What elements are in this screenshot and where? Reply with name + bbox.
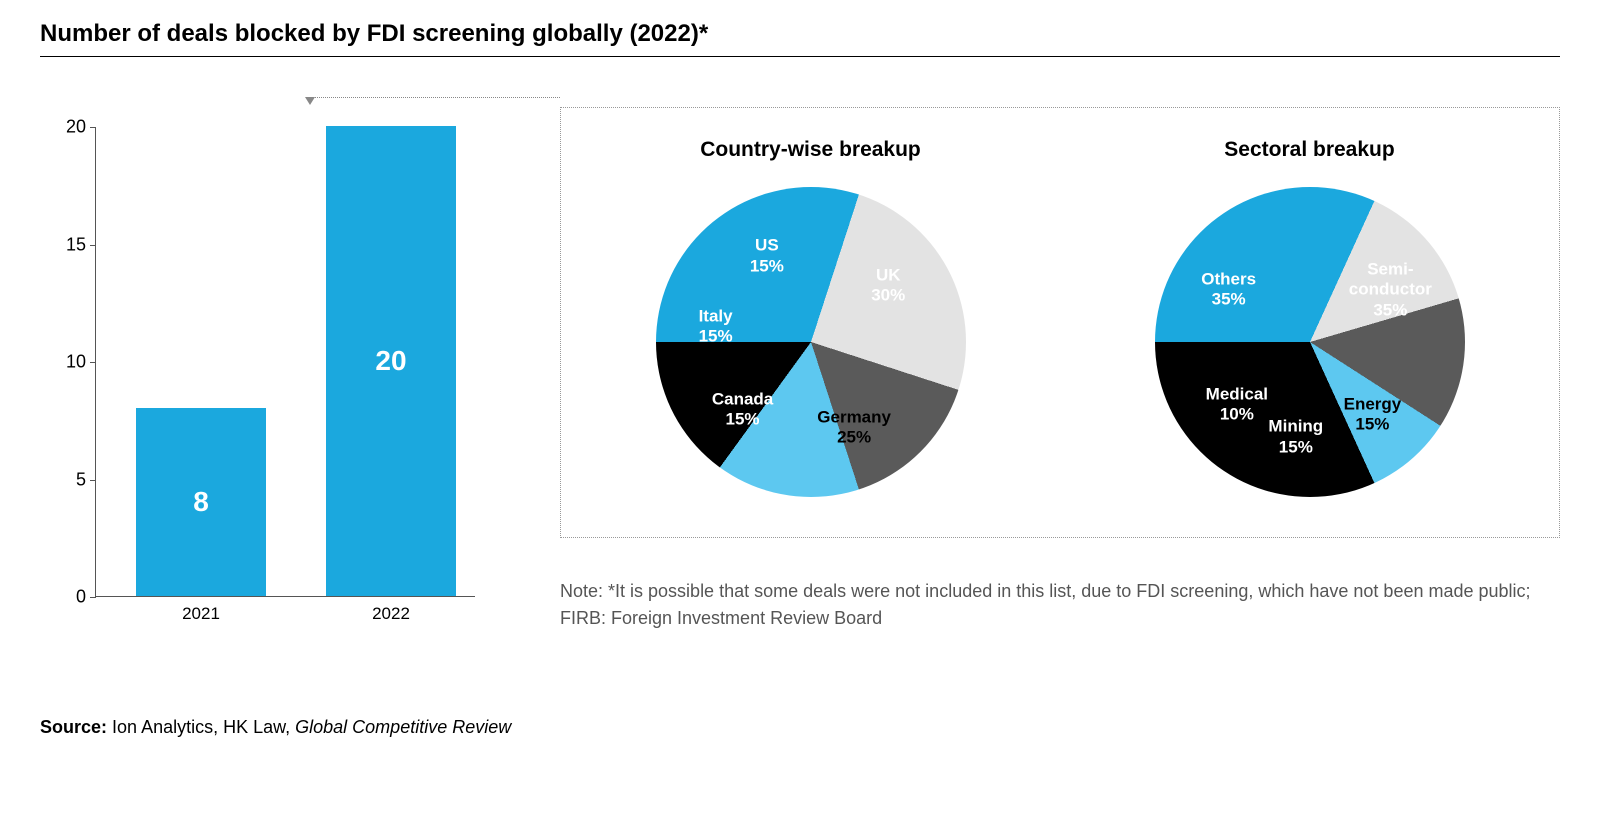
pie-country-disc [656,187,966,497]
pie-callout-box: Country-wise breakup UK30%Germany25%Cana… [560,107,1560,538]
y-tick-mark [90,362,96,363]
pie-country: UK30%Germany25%Canada15%Italy15%US15% [656,187,966,497]
y-tick-label: 20 [46,117,86,138]
y-tick-label: 0 [46,587,86,608]
bar-value-2021: 8 [193,486,209,518]
pie-country-title: Country-wise breakup [700,138,921,162]
pie-sector-title: Sectoral breakup [1224,138,1394,162]
callout-line [310,97,560,137]
note-text: Note: *It is possible that some deals we… [560,578,1560,632]
x-label-2021: 2021 [136,604,266,624]
pie-sector-disc [1155,187,1465,497]
chart-title: Number of deals blocked by FDI screening… [40,20,1560,57]
bar-chart-area: 0 5 10 15 20 8 2021 20 2022 [40,107,500,667]
bar-2021: 8 [136,408,266,596]
source-line: Source: Ion Analytics, HK Law, Global Co… [40,717,1560,738]
bar-plot: 0510152082021202022 [95,127,475,597]
source-text: Ion Analytics, HK Law, [107,717,295,737]
pie-sector-container: Sectoral breakup Semi-conductor35%Energy… [1155,138,1465,497]
y-tick-label: 10 [46,352,86,373]
y-tick-mark [90,480,96,481]
callout-arrowhead [305,97,315,105]
y-tick-mark [90,597,96,598]
bar-2022: 20 [326,126,456,596]
bar-value-2022: 20 [375,345,406,377]
pie-country-container: Country-wise breakup UK30%Germany25%Cana… [656,138,966,497]
main-content: 0 5 10 15 20 8 2021 20 2022 Country-wise breakup… [40,107,1560,667]
bar-chart: 0 5 10 15 20 8 2021 20 2022 [40,107,500,627]
source-italic: Global Competitive Review [295,717,511,737]
x-label-2022: 2022 [326,604,456,624]
pie-sector: Semi-conductor35%Energy15%Mining15%Medic… [1155,187,1465,497]
y-tick-label: 15 [46,234,86,255]
y-tick-label: 5 [46,469,86,490]
right-column: Country-wise breakup UK30%Germany25%Cana… [560,107,1560,667]
y-tick-mark [90,127,96,128]
y-tick-mark [90,245,96,246]
source-label: Source: [40,717,107,737]
